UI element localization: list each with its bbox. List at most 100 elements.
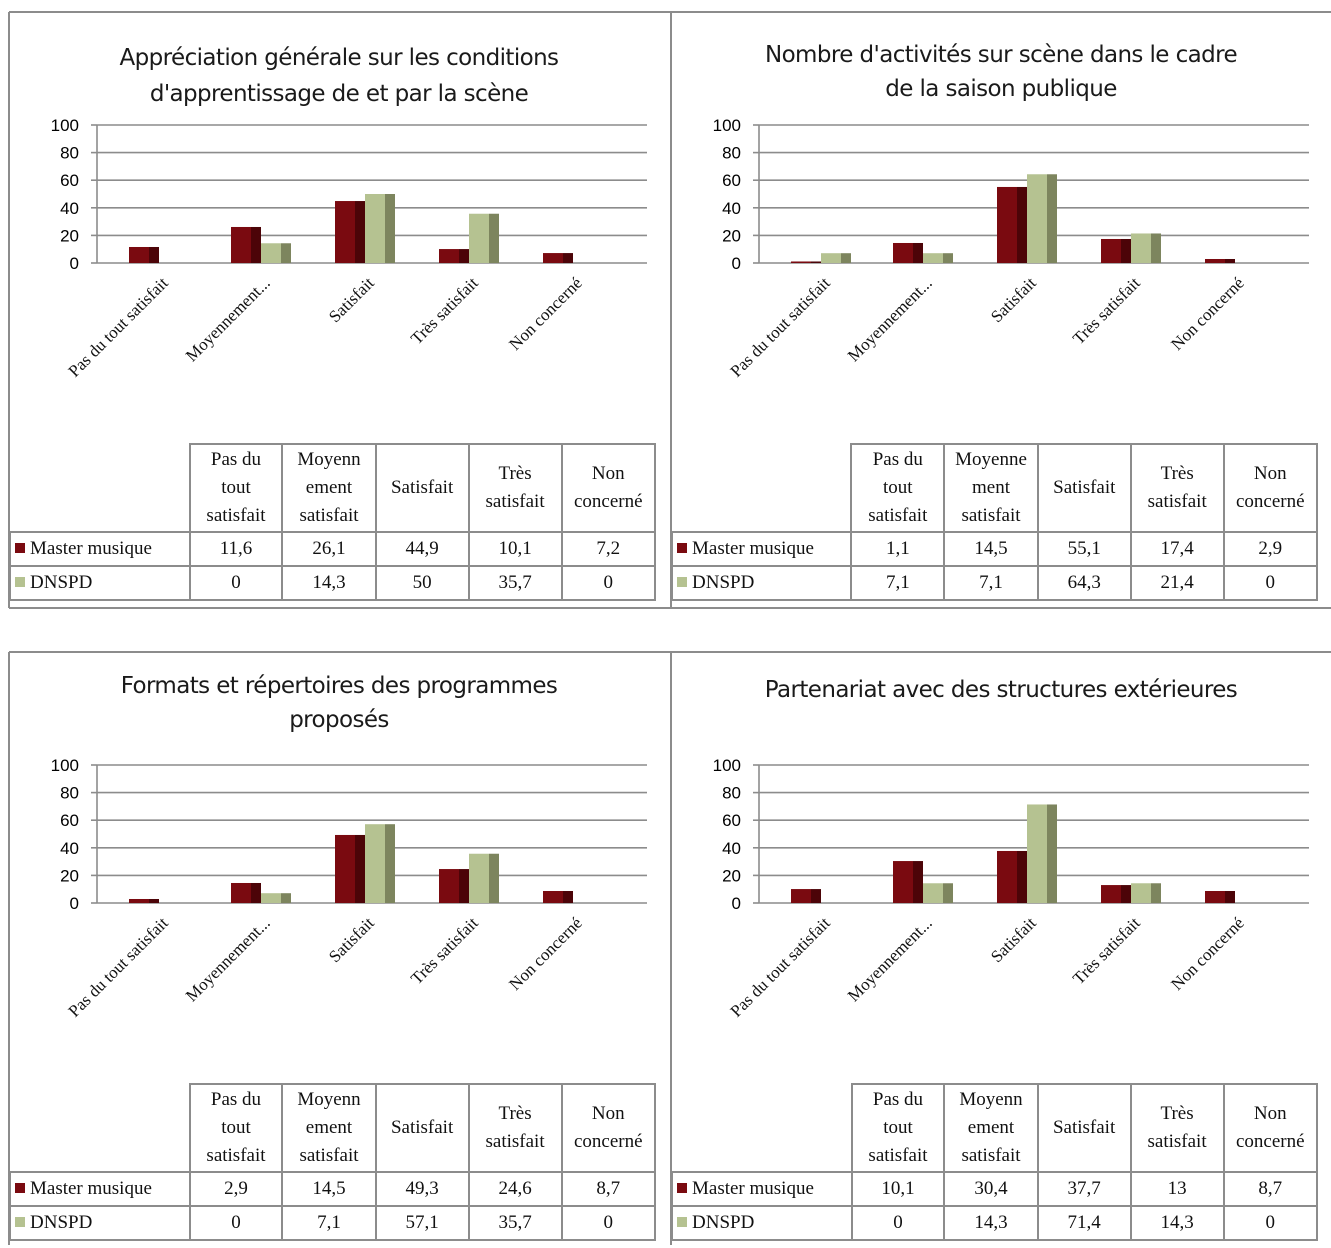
y-tick-label: 100 [713, 116, 741, 135]
y-tick-label: 40 [722, 199, 741, 218]
bar-side-dnspd [281, 893, 291, 903]
bar-side-dnspd [943, 883, 953, 903]
header-text-line: Moyenn [297, 449, 361, 470]
series-name: DNSPD [30, 572, 93, 593]
y-tick-label: 100 [713, 756, 741, 775]
bar-master-musique [893, 242, 913, 263]
table-column-header: Satisfait [1036, 1083, 1132, 1173]
table-cell-value: 35,7 [467, 565, 563, 601]
table-header-row: Pas du tout satisfait Moyenn ement satisfait S… [10, 1083, 656, 1173]
y-tick-label: 20 [60, 226, 79, 245]
table-cell-value: 13 [1129, 1171, 1225, 1207]
header-text-line: satisfait [206, 505, 266, 526]
table-cell-value: 24,6 [467, 1171, 563, 1207]
table-cell-value: 64,3 [1036, 565, 1132, 601]
y-tick-label: 80 [60, 784, 79, 803]
table-cell-value: 7,1 [943, 565, 1039, 601]
bar-side-master-musique [459, 249, 469, 263]
legend-swatch [15, 1183, 25, 1193]
header-text-line: concerné [573, 1131, 643, 1152]
table-cell-value: 14,3 [281, 565, 377, 601]
bar-master-musique [335, 201, 355, 263]
table-corner [672, 1084, 852, 1173]
bar-master-musique [1205, 258, 1225, 263]
table-corner [10, 444, 190, 533]
bar-side-dnspd [281, 243, 291, 263]
y-tick-label: 60 [722, 171, 741, 190]
chart-title-line: Nombre d'activités sur scène dans le cad… [765, 42, 1237, 68]
x-category-label: Très satisfait [1069, 913, 1144, 988]
bar-side-master-musique [355, 201, 365, 263]
chart-title-line: Appréciation générale sur les conditions [120, 45, 559, 71]
series-label-cell: DNSPD [9, 1205, 191, 1241]
x-category-label: Non concerné [1167, 273, 1248, 354]
bar-dnspd [365, 824, 385, 903]
table-cell-value: 14,3 [1129, 1205, 1225, 1241]
table-column-header: Moyenn ement satisfait [281, 1083, 377, 1173]
bar-side-master-musique [1225, 890, 1235, 903]
table-row: Master musique 11,6 26,1 44,9 10,1 7,2 [9, 531, 656, 567]
header-text-line: Non [1253, 1103, 1287, 1124]
legend-swatch [677, 1183, 687, 1193]
bar-dnspd [821, 253, 841, 263]
header-text-line: Satisfait [1053, 477, 1116, 498]
bar-side-dnspd [489, 853, 499, 903]
header-text-line: tout [221, 477, 251, 498]
header-text-line: Moyenn [297, 1089, 361, 1110]
table-column-header: Satisfait [1036, 443, 1132, 533]
table-cell-value: 7,2 [560, 531, 656, 567]
bar-side-master-musique [149, 898, 159, 903]
legend-swatch [15, 543, 25, 553]
header-text-line: Non [591, 1103, 625, 1124]
bar-side-dnspd [1151, 883, 1161, 903]
table-cell-value: 8,7 [560, 1171, 656, 1207]
table-cell-value: 11,6 [188, 531, 284, 567]
header-text-line: ement [305, 1117, 353, 1138]
bar-chart: Formats et répertoires des programmes pro… [51, 673, 647, 1021]
bar-master-musique [1101, 238, 1121, 263]
y-tick-label: 40 [60, 199, 79, 218]
bar-dnspd [1131, 883, 1151, 903]
table-cell-value: 35,7 [467, 1205, 563, 1241]
y-tick-label: 80 [722, 784, 741, 803]
bar-dnspd [469, 853, 489, 903]
series-name: Master musique [692, 1178, 814, 1199]
chart-title-line: Formats et répertoires des programmes [121, 673, 558, 699]
y-tick-label: 0 [70, 254, 79, 273]
header-text-line: satisfait [961, 1145, 1021, 1166]
y-tick-label: 20 [722, 226, 741, 245]
bar-side-dnspd [841, 253, 851, 263]
bar-side-master-musique [1121, 885, 1131, 903]
table-column-header: Satisfait [374, 443, 470, 533]
bar-side-master-musique [355, 834, 365, 903]
series-label-cell: Master musique [9, 531, 191, 567]
header-text-line: concerné [1236, 491, 1305, 512]
y-tick-label: 0 [732, 254, 741, 273]
header-text-line: Non [591, 463, 625, 484]
chart-panel-1: Appréciation générale sur les conditions… [9, 12, 669, 608]
bar-master-musique [997, 850, 1017, 903]
table-cell-value: 7,1 [281, 1205, 377, 1241]
y-tick-label: 20 [722, 866, 741, 885]
y-tick-label: 0 [70, 894, 79, 913]
series-name: Master musique [30, 1178, 152, 1199]
bar-master-musique [1101, 885, 1121, 903]
series-label-cell: DNSPD [9, 565, 191, 601]
bar-side-master-musique [811, 889, 821, 903]
legend-swatch [15, 1217, 25, 1227]
bar-master-musique [129, 246, 149, 263]
table-column-header: Très satisfait [1129, 1083, 1225, 1173]
chart-panel-2: Nombre d'activités sur scène dans le cad… [670, 12, 1331, 608]
bar-side-dnspd [1047, 804, 1057, 903]
table-cell-value: 14,5 [943, 531, 1039, 567]
bar-master-musique [335, 834, 355, 903]
chart-title-line: de la saison publique [885, 76, 1117, 102]
series-name: DNSPD [692, 1212, 755, 1233]
bar-side-master-musique [149, 246, 159, 263]
table-cell-value: 50 [374, 565, 470, 601]
header-text-line: ment [972, 477, 1010, 498]
y-tick-label: 40 [722, 839, 741, 858]
table-cell-value: 0 [188, 1205, 284, 1241]
